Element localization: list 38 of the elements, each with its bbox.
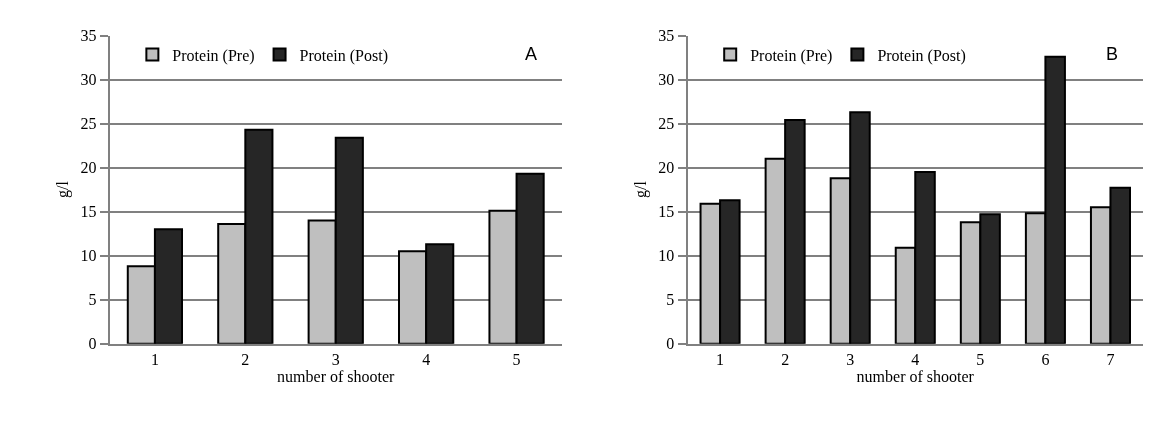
y-tick-label: 35 [80, 27, 97, 45]
y-axis-title: g/l [631, 180, 650, 199]
x-tick-label: 1 [150, 350, 159, 368]
y-tick-label: 35 [658, 27, 675, 45]
y-tick-label: 0 [666, 335, 675, 353]
x-axis-title: number of shooter [277, 367, 396, 385]
y-tick-label: 15 [658, 203, 675, 221]
y-tick-label: 20 [658, 159, 675, 177]
y-axis-title: g/l [53, 180, 72, 199]
x-tick-label: 4 [422, 350, 431, 368]
legend-label: Protein (Pre) [172, 46, 255, 65]
x-tick-label: 2 [781, 350, 790, 368]
x-tick-label: 4 [911, 350, 920, 368]
y-tick-label: 0 [88, 335, 97, 353]
x-tick-label: 5 [512, 350, 521, 368]
legend-label: Protein (Pre) [750, 46, 833, 65]
x-tick-label: 2 [241, 350, 250, 368]
legend-label: Protein (Post) [299, 46, 389, 65]
x-tick-label: 1 [716, 350, 725, 368]
annotation: A [525, 44, 538, 64]
y-tick-label: 25 [80, 115, 97, 133]
x-tick-label: 3 [331, 350, 340, 368]
y-tick-label: 20 [80, 159, 97, 177]
y-tick-label: 30 [658, 71, 675, 89]
x-tick-label: 7 [1106, 350, 1115, 368]
y-tick-label: 15 [80, 203, 97, 221]
y-tick-label: 10 [658, 247, 675, 265]
legend-label: Protein (Post) [877, 46, 966, 65]
y-tick-label: 5 [88, 291, 97, 309]
y-tick-label: 25 [658, 115, 675, 133]
y-tick-label: 30 [80, 71, 97, 89]
y-tick-label: 5 [666, 291, 675, 309]
x-tick-label: 3 [846, 350, 855, 368]
x-tick-label: 6 [1041, 350, 1050, 368]
x-axis-title: number of shooter [856, 367, 975, 385]
y-tick-label: 10 [80, 247, 97, 265]
x-tick-label: 5 [976, 350, 985, 368]
annotation: B [1106, 44, 1119, 64]
